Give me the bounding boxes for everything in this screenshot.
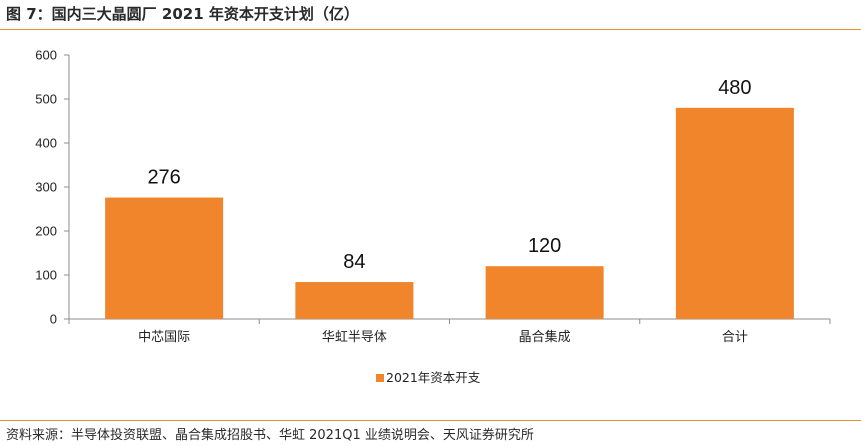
y-tick-label: 0 bbox=[50, 312, 57, 327]
y-tick-label: 200 bbox=[35, 224, 57, 239]
chart-title: 图 7：国内三大晶圆厂 2021 年资本开支计划（亿） bbox=[6, 5, 359, 23]
bar-2 bbox=[485, 266, 604, 319]
category-label: 华虹半导体 bbox=[322, 330, 387, 345]
data-label: 120 bbox=[528, 235, 561, 257]
bar-1 bbox=[295, 282, 414, 319]
bar-0 bbox=[105, 197, 224, 319]
y-tick-label: 600 bbox=[35, 48, 57, 63]
title-rule bbox=[0, 29, 861, 30]
category-label: 中芯国际 bbox=[138, 330, 190, 345]
data-label: 480 bbox=[718, 77, 751, 99]
legend-label: 2021年资本开支 bbox=[386, 370, 481, 385]
category-label: 合计 bbox=[722, 330, 748, 345]
data-label: 276 bbox=[147, 167, 180, 189]
data-label: 84 bbox=[343, 251, 365, 273]
y-tick-label: 500 bbox=[35, 92, 57, 107]
category-label: 晶合集成 bbox=[519, 329, 571, 345]
y-tick-label: 100 bbox=[35, 268, 57, 283]
bar-3 bbox=[675, 107, 794, 319]
source-rule bbox=[0, 420, 861, 421]
y-tick-label: 400 bbox=[35, 136, 57, 151]
legend-swatch bbox=[376, 374, 384, 382]
y-tick-label: 300 bbox=[35, 180, 57, 195]
bar-chart: 0 100 200 300 400 500 600 276 中芯国际 84 华虹半导体 120 晶合集成… bbox=[35, 48, 831, 385]
source-note: 资料来源：半导体投资联盟、晶合集成招股书、华虹 2021Q1 业绩说明会、天风证… bbox=[6, 428, 534, 443]
